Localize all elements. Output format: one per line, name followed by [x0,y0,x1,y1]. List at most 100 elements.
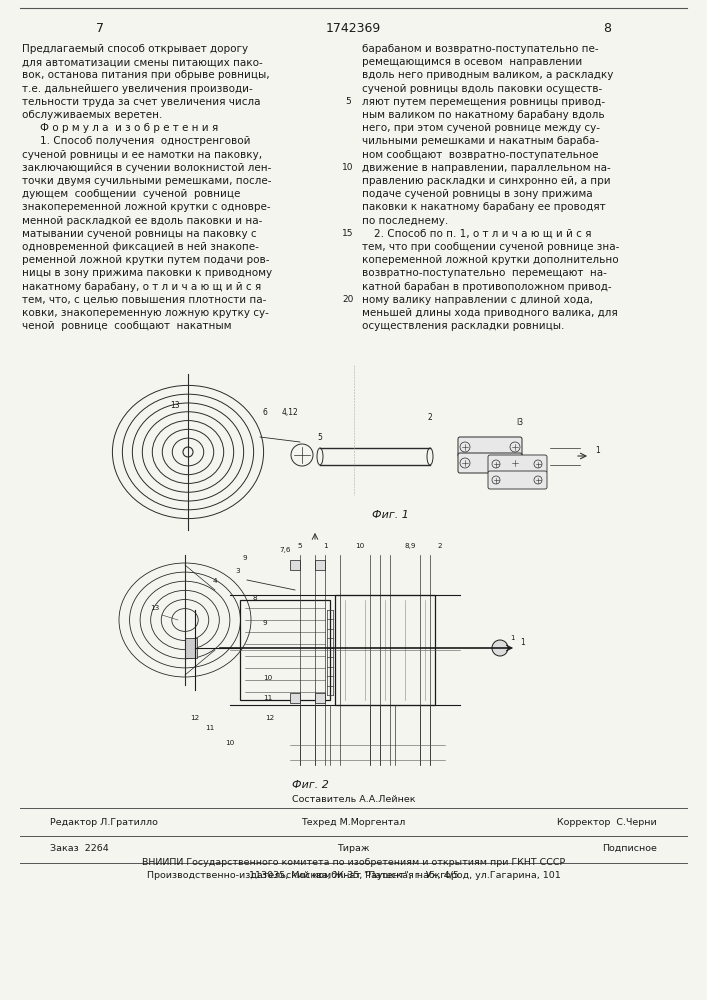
Text: 3: 3 [235,568,240,574]
Bar [290,693,300,703]
Text: точки двумя сучильными ремешками, после-: точки двумя сучильными ремешками, после- [22,176,271,186]
Text: 12: 12 [265,715,274,721]
Text: ковки, знакопеременную ложную крутку су-: ковки, знакопеременную ложную крутку су- [22,308,269,318]
Text: Корректор  С.Черни: Корректор С.Черни [557,818,657,827]
Text: меньшей длины хода приводного валика, для: меньшей длины хода приводного валика, дл… [362,308,618,318]
Text: 8,9: 8,9 [404,543,416,549]
Text: катной барабан в противоположном привод-: катной барабан в противоположном привод- [362,282,612,292]
Text: 13: 13 [151,605,160,611]
Text: возвратно-поступательно  перемещают  на-: возвратно-поступательно перемещают на- [362,268,607,278]
FancyBboxPatch shape [488,471,547,489]
Text: знакопеременной ложной крутки с одновре-: знакопеременной ложной крутки с одновре- [22,202,271,212]
Text: 1: 1 [520,638,525,647]
Text: барабаном и возвратно-поступательно пе-: барабаном и возвратно-поступательно пе- [362,44,599,54]
Text: дующем  сообщении  сученой  ровнице: дующем сообщении сученой ровнице [22,189,240,199]
Text: 1742369: 1742369 [326,22,381,35]
Text: заключающийся в сучении волокнистой лен-: заключающийся в сучении волокнистой лен- [22,163,271,173]
Circle shape [492,640,508,656]
Text: Редактор Л.Гратилло: Редактор Л.Гратилло [50,818,158,827]
Text: 6: 6 [262,408,267,417]
Text: 10: 10 [356,543,365,549]
Text: вдоль него приводным валиком, а раскладку: вдоль него приводным валиком, а раскладк… [362,70,614,80]
Text: Производственно-издательский комбинат "Патент", г. Ужгород, ул.Гагарина, 101: Производственно-издательский комбинат "П… [146,871,561,880]
Text: 1: 1 [322,543,327,549]
Text: тем, что при сообщении сученой ровнице зна-: тем, что при сообщении сученой ровнице з… [362,242,619,252]
Text: вок, останова питания при обрыве ровницы,: вок, останова питания при обрыве ровницы… [22,70,269,80]
Text: т.е. дальнейшего увеличения производи-: т.е. дальнейшего увеличения производи- [22,84,252,94]
Text: осуществления раскладки ровницы.: осуществления раскладки ровницы. [362,321,564,331]
Text: ВНИИПИ Государственного комитета по изобретениям и открытиям при ГКНТ СССР: ВНИИПИ Государственного комитета по изоб… [142,858,565,867]
Text: Ф о р м у л а  и з о б р е т е н и я: Ф о р м у л а и з о б р е т е н и я [40,123,218,133]
Text: 113035, Москва, Ж-35, Раушская наб., 4/5: 113035, Москва, Ж-35, Раушская наб., 4/5 [249,871,458,880]
Text: менной раскладкой ее вдоль паковки и на-: менной раскладкой ее вдоль паковки и на- [22,216,262,226]
Text: 11: 11 [264,695,273,701]
Bar [315,560,325,570]
Text: Фиг. 1: Фиг. 1 [372,510,409,520]
Text: сученой ровницы и ее намотки на паковку,: сученой ровницы и ее намотки на паковку, [22,150,262,160]
Text: тельности труда за счет увеличения числа: тельности труда за счет увеличения числа [22,97,260,107]
Text: Тираж: Тираж [337,844,370,853]
Text: обслуживаемых веретен.: обслуживаемых веретен. [22,110,163,120]
Text: 9: 9 [263,620,267,626]
Text: 13: 13 [170,401,180,410]
Text: 4,12: 4,12 [281,408,298,417]
Text: 1: 1 [510,635,515,641]
Bar [315,693,325,703]
Text: 4: 4 [213,578,217,584]
Text: 5: 5 [345,97,351,106]
Text: движение в направлении, параллельном на-: движение в направлении, параллельном на- [362,163,611,173]
Text: чильными ремешками и накатным бараба-: чильными ремешками и накатным бараба- [362,136,599,146]
Text: l3: l3 [516,418,524,427]
Text: ному валику направлении с длиной хода,: ному валику направлении с длиной хода, [362,295,593,305]
Text: 11: 11 [205,725,215,731]
Text: 7,6: 7,6 [279,547,291,553]
Text: ляют путем перемещения ровницы привод-: ляют путем перемещения ровницы привод- [362,97,605,107]
Text: ременной ложной крутки путем подачи ров-: ременной ложной крутки путем подачи ров- [22,255,269,265]
Text: 7: 7 [96,22,104,35]
Text: 5: 5 [298,543,303,549]
Text: 20: 20 [342,295,354,304]
Text: Техред М.Моргентал: Техред М.Моргентал [301,818,406,827]
Text: копеременной ложной крутки дополнительно: копеременной ложной крутки дополнительно [362,255,619,265]
Bar [185,638,197,658]
Text: Заказ  2264: Заказ 2264 [50,844,109,853]
Text: 15: 15 [342,229,354,238]
Text: для автоматизации смены питающих пако-: для автоматизации смены питающих пако- [22,57,263,67]
Text: подаче сученой ровницы в зону прижима: подаче сученой ровницы в зону прижима [362,189,592,199]
Bar [290,560,300,570]
Text: ном сообщают  возвратно-поступательное: ном сообщают возвратно-поступательное [362,150,599,160]
Text: 8: 8 [603,22,611,35]
Text: Подписное: Подписное [602,844,657,853]
Text: сученой ровницы вдоль паковки осуществ-: сученой ровницы вдоль паковки осуществ- [362,84,602,94]
Text: 1. Способ получения  одностренговой: 1. Способ получения одностренговой [40,136,250,146]
Text: 2: 2 [428,413,433,422]
Text: 1: 1 [595,446,600,455]
FancyBboxPatch shape [458,453,522,473]
Text: Составитель А.А.Лейнек: Составитель А.А.Лейнек [292,795,415,804]
FancyBboxPatch shape [458,437,522,457]
Text: 8: 8 [252,595,257,601]
Text: ченой  ровнице  сообщают  накатным: ченой ровнице сообщают накатным [22,321,231,331]
Text: него, при этом сученой ровнице между су-: него, при этом сученой ровнице между су- [362,123,600,133]
Text: 10: 10 [264,675,273,681]
Text: тем, что, с целью повышения плотности па-: тем, что, с целью повышения плотности па… [22,295,267,305]
Text: по последнему.: по последнему. [362,216,448,226]
Text: 2. Способ по п. 1, о т л и ч а ю щ и й с я: 2. Способ по п. 1, о т л и ч а ю щ и й с… [374,229,592,239]
Text: 2: 2 [438,543,443,549]
Text: 9: 9 [243,555,247,561]
Text: матывании сученой ровницы на паковку с: матывании сученой ровницы на паковку с [22,229,257,239]
Text: правлению раскладки и синхронно ей, а при: правлению раскладки и синхронно ей, а пр… [362,176,611,186]
Text: Предлагаемый способ открывает дорогу: Предлагаемый способ открывает дорогу [22,44,248,54]
Text: накатному барабану, о т л и ч а ю щ и й с я: накатному барабану, о т л и ч а ю щ и й … [22,282,262,292]
Text: ным валиком по накатному барабану вдоль: ным валиком по накатному барабану вдоль [362,110,604,120]
Text: 10: 10 [342,163,354,172]
Text: ницы в зону прижима паковки к приводному: ницы в зону прижима паковки к приводному [22,268,272,278]
Text: паковки к накатному барабану ее проводят: паковки к накатному барабану ее проводят [362,202,606,212]
Bar [240,600,330,700]
Text: одновременной фиксацией в ней знакопе-: одновременной фиксацией в ней знакопе- [22,242,259,252]
Text: 12: 12 [190,715,199,721]
Text: ремещающимся в осевом  направлении: ремещающимся в осевом направлении [362,57,583,67]
Text: Фиг. 2: Фиг. 2 [291,780,329,790]
Text: 5: 5 [317,433,322,442]
FancyBboxPatch shape [488,455,547,473]
